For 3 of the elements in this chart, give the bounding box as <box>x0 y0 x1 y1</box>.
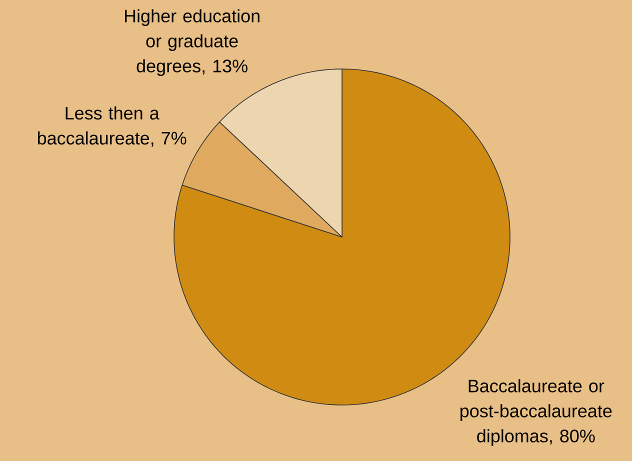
slice-label: Baccalaureate or post-baccalaureate diplomas, 80% <box>460 379 612 446</box>
slice-label: Higher education or graduate degrees, 13% <box>125 9 260 76</box>
slice-label: Less then a baccalaureate, 7% <box>38 106 186 147</box>
